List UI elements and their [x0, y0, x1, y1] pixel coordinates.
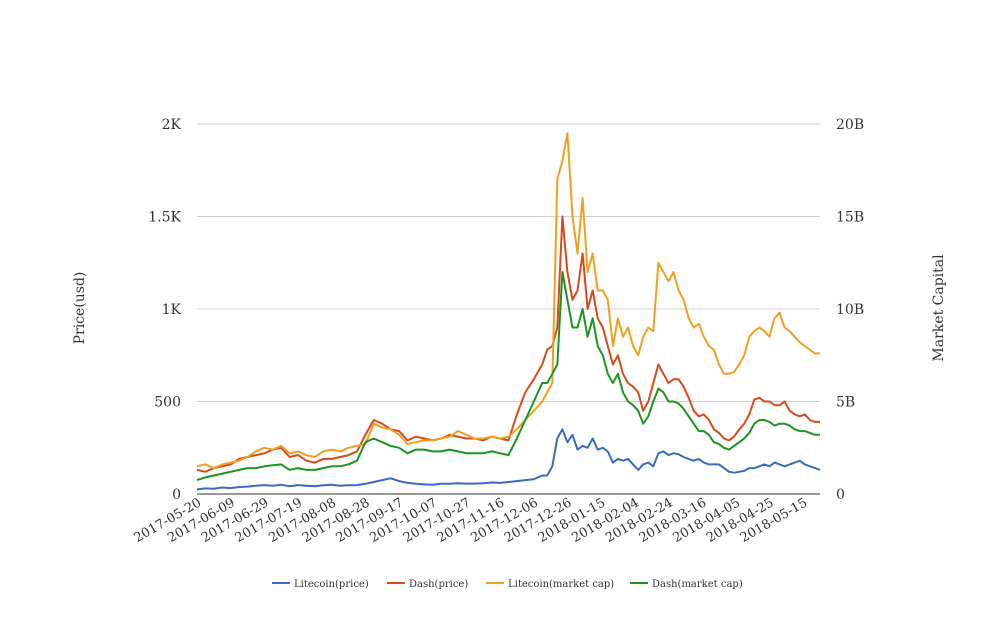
series-line — [196, 132, 820, 470]
left-axis-title: Price(usd) — [72, 272, 88, 345]
series-lines — [196, 132, 821, 491]
left-tick-label: 1K — [162, 302, 182, 318]
left-tick-label: 500 — [154, 395, 181, 411]
left-axis-ticks: 0 500 1K 1.5K 2K — [148, 117, 181, 503]
legend: Litecoin(price) Dash(price) Litecoin(marke… — [272, 579, 743, 590]
legend-label: Dash(market cap) — [652, 579, 743, 590]
left-tick-label: 1.5K — [148, 210, 181, 226]
left-tick-label: 2K — [162, 117, 182, 133]
right-tick-label: 10B — [836, 302, 864, 318]
right-tick-label: 5B — [836, 395, 855, 411]
series-line — [196, 215, 820, 473]
right-tick-label: 0 — [836, 487, 845, 503]
right-axis-title: Market Capital — [931, 254, 947, 362]
right-axis-ticks: 0 5B 10B 15B 20B — [836, 117, 864, 503]
gridlines — [197, 123, 820, 402]
legend-label: Litecoin(price) — [294, 579, 369, 590]
legend-label: Dash(price) — [409, 579, 468, 590]
legend-label: Litecoin(market cap) — [508, 579, 614, 590]
x-axis-ticks: 2017-05-202017-06-092017-06-292017-07-19… — [132, 495, 811, 545]
right-tick-label: 15B — [836, 210, 864, 226]
left-tick-label: 0 — [172, 487, 181, 503]
series-line — [196, 428, 821, 491]
right-tick-label: 20B — [836, 117, 864, 133]
series-line — [196, 271, 820, 482]
